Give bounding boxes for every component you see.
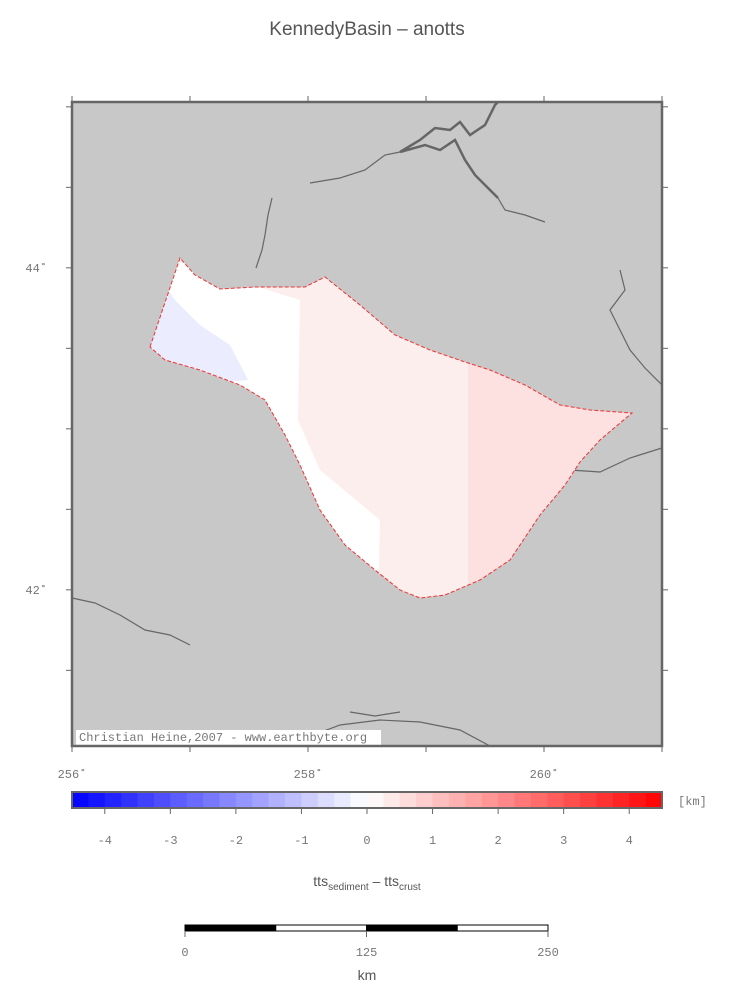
colorbar-cell <box>268 792 286 808</box>
colorbar-tick-label: -4 <box>98 834 112 848</box>
colorbar-unit: [km] <box>678 795 707 809</box>
colorbar-cell <box>121 792 139 808</box>
scalebar-tick-label: 250 <box>537 946 559 960</box>
colorbar-cell <box>153 792 171 808</box>
label-sub: crust <box>399 882 421 893</box>
x-tick-label: 260˚ <box>530 768 559 782</box>
colorbar-tick-label: 2 <box>495 834 502 848</box>
colorbar-cell <box>596 792 614 808</box>
colorbar-tick-label: -3 <box>163 834 177 848</box>
label-term: tts <box>313 873 328 889</box>
scalebar-segment <box>275 924 367 932</box>
scalebar-segment <box>456 924 549 932</box>
colorbar-cell <box>645 792 663 808</box>
colorbar-cell <box>629 792 647 808</box>
title: KennedyBasin – anotts <box>269 19 464 40</box>
colorbar-label: ttssediment – ttscrust <box>313 873 421 893</box>
y-tick-label: 42˚ <box>25 584 47 598</box>
colorbar-cell <box>563 792 581 808</box>
y-tick-label: 44˚ <box>25 262 47 276</box>
colorbar-cell <box>481 792 499 808</box>
colorbar-tick-label: 3 <box>560 834 567 848</box>
colorbar-cell <box>547 792 565 808</box>
label-term: tts <box>384 873 399 889</box>
colorbar-cell <box>317 792 335 808</box>
colorbar-cell <box>219 792 237 808</box>
x-tick-label: 258˚ <box>294 768 323 782</box>
colorbar-cell <box>580 792 597 808</box>
colorbar-cell <box>334 792 352 808</box>
colorbar-cell <box>72 792 89 808</box>
colorbar-cell <box>203 792 220 808</box>
colorbar-cell <box>252 792 270 808</box>
colorbar-cell <box>285 792 302 808</box>
scalebar-segment <box>366 924 458 932</box>
colorbar-cell <box>498 792 515 808</box>
coastlines <box>72 102 662 746</box>
colorbar-cell <box>612 792 630 808</box>
colorbar-tick-label: -2 <box>229 834 243 848</box>
label-sub: sediment <box>328 882 369 893</box>
colorbar-cell <box>530 792 548 808</box>
colorbar-cell <box>416 792 434 808</box>
x-tick-label: 256˚ <box>58 768 87 782</box>
colorbar-cell <box>383 792 401 808</box>
colorbar-cell <box>186 792 204 808</box>
colorbar-cell <box>137 792 155 808</box>
label-op: – <box>369 873 385 889</box>
colorbar-cell <box>514 792 532 808</box>
colorbar-cell <box>465 792 483 808</box>
map-frame <box>70 100 664 748</box>
scalebar-tick-label: 0 <box>181 946 188 960</box>
colorbar-cell <box>367 792 384 808</box>
colorbar-cell <box>350 792 368 808</box>
colorbar-cell <box>88 792 106 808</box>
colorbar-tick-label: 0 <box>363 834 370 848</box>
colorbar-cell <box>235 792 253 808</box>
scalebar-label: km <box>358 967 377 983</box>
basin-outline <box>149 257 634 599</box>
colorbar-cell <box>301 792 319 808</box>
colorbar-tick-label: -1 <box>294 834 308 848</box>
colorbar-cell <box>170 792 188 808</box>
scalebar-tick-label: 125 <box>356 946 378 960</box>
credit: Christian Heine,2007 - www.earthbyte.org <box>79 731 367 745</box>
colorbar-cell <box>399 792 417 808</box>
colorbar-cell <box>432 792 450 808</box>
credit-box <box>76 730 381 745</box>
colorbar-cell <box>104 792 122 808</box>
colorbar-tick-label: 1 <box>429 834 436 848</box>
scalebar-segment <box>184 924 277 932</box>
colorbar-tick-label: 4 <box>626 834 633 848</box>
colorbar-cell <box>448 792 466 808</box>
